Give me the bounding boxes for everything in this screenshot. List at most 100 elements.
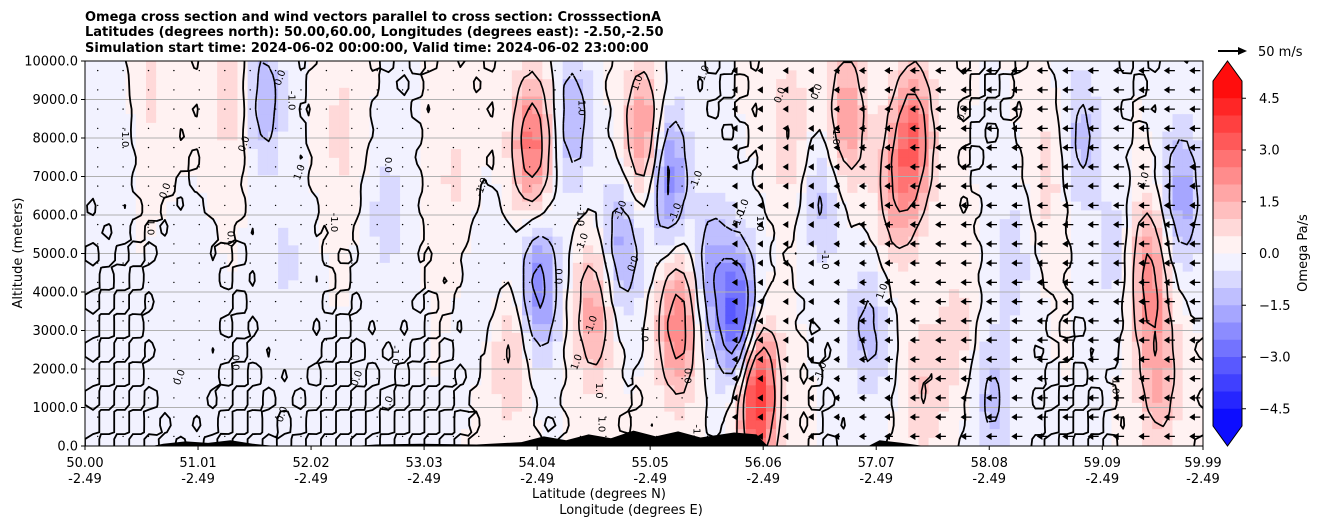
omega-cell	[887, 376, 899, 386]
omega-cell	[166, 209, 178, 220]
omega-cell	[288, 297, 300, 307]
omega-cell	[613, 314, 625, 325]
omega-cell	[461, 61, 472, 71]
omega-cell	[481, 323, 493, 333]
omega-cell	[186, 306, 198, 316]
omega-cell	[206, 367, 218, 377]
omega-cell	[471, 244, 482, 255]
omega-cell	[237, 201, 249, 211]
omega-cell	[349, 166, 361, 176]
omega-cell	[471, 122, 482, 132]
omega-cell	[644, 209, 655, 220]
omega-cell	[237, 341, 249, 351]
omega-cell	[135, 139, 147, 150]
omega-cell	[166, 96, 178, 106]
omega-cell	[369, 393, 381, 403]
omega-cell	[532, 358, 543, 368]
omega-cell	[115, 384, 127, 395]
omega-cell	[461, 113, 472, 123]
omega-cell	[979, 271, 991, 281]
omega-cell	[694, 341, 706, 351]
omega-cell	[572, 341, 584, 351]
omega-cell	[704, 209, 716, 220]
omega-cell	[806, 288, 818, 298]
omega-cell	[938, 236, 950, 246]
omega-cell	[278, 437, 289, 446]
omega-cell	[1172, 192, 1184, 202]
omega-cell	[430, 157, 442, 167]
omega-cell	[1030, 323, 1041, 333]
omega-cell	[481, 358, 493, 368]
omega-cell	[572, 244, 584, 255]
omega-cell	[674, 402, 686, 412]
omega-cell	[755, 384, 767, 395]
omega-cell	[501, 201, 513, 211]
omega-cell	[755, 139, 767, 150]
omega-cell	[887, 437, 899, 446]
contour-label: 1.0	[595, 416, 606, 432]
omega-cell	[786, 104, 798, 115]
omega-cell	[948, 262, 960, 272]
omega-cell	[400, 218, 411, 228]
omega-cell	[989, 411, 1001, 421]
omega-cell	[237, 297, 249, 307]
omega-cell	[938, 376, 950, 386]
omega-cell	[196, 358, 208, 368]
omega-cell	[339, 411, 350, 421]
omega-cell	[115, 69, 127, 80]
omega-cell	[400, 96, 411, 106]
omega-cell	[877, 306, 889, 316]
omega-cell	[298, 297, 310, 307]
omega-cell	[206, 428, 218, 438]
omega-cell	[725, 201, 737, 211]
omega-cell	[247, 122, 259, 132]
omega-cell	[135, 113, 147, 123]
omega-cell	[288, 244, 300, 255]
omega-cell	[247, 437, 259, 446]
omega-cell	[908, 148, 920, 158]
omega-cell	[522, 69, 533, 80]
omega-cell	[410, 253, 421, 263]
omega-cell	[278, 131, 289, 141]
omega-cell	[979, 201, 991, 211]
omega-cell	[440, 288, 452, 298]
omega-cell	[583, 174, 594, 185]
omega-cell	[400, 139, 411, 150]
omega-cell	[776, 271, 787, 281]
omega-cell	[206, 349, 218, 360]
omega-cell	[542, 358, 554, 368]
omega-cell	[1111, 209, 1123, 220]
omega-cell	[704, 113, 716, 123]
omega-cell	[735, 148, 747, 158]
omega-cell	[704, 384, 716, 395]
omega-cell	[115, 96, 127, 106]
omega-cell	[928, 104, 940, 115]
omega-cell	[552, 78, 564, 88]
omega-cell	[339, 306, 350, 316]
omega-cell	[562, 244, 574, 255]
omega-cell	[928, 393, 940, 403]
omega-cell	[186, 358, 198, 368]
omega-cell	[186, 384, 198, 395]
omega-cell	[379, 131, 391, 141]
omega-cell	[765, 131, 777, 141]
omega-cell	[145, 183, 157, 193]
omega-cell	[349, 236, 361, 246]
omega-cell	[105, 384, 117, 395]
omega-cell	[1030, 367, 1041, 377]
omega-cell	[1142, 262, 1153, 272]
omega-cell	[461, 166, 472, 176]
omega-cell	[400, 104, 411, 115]
omega-cell	[715, 271, 726, 281]
omega-cell	[135, 148, 147, 158]
omega-cell	[471, 69, 482, 80]
omega-cell	[755, 402, 767, 412]
omega-cell	[979, 341, 991, 351]
omega-cell	[430, 209, 442, 220]
omega-cell	[420, 411, 432, 421]
omega-cell	[349, 428, 361, 438]
omega-cell	[959, 148, 970, 158]
omega-cell	[1101, 323, 1113, 333]
omega-cell	[796, 113, 808, 123]
omega-cell	[471, 306, 482, 316]
